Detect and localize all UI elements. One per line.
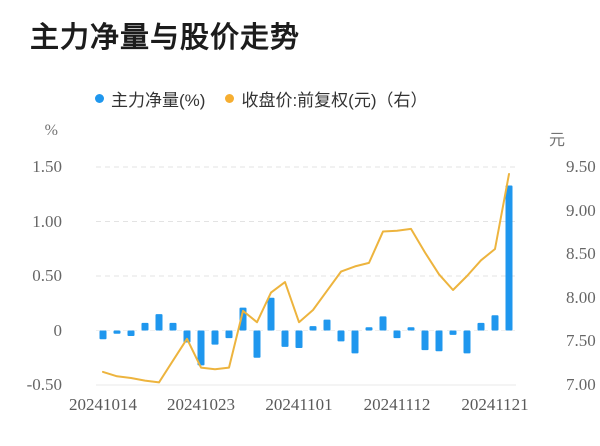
- net-volume-bar: [421, 330, 429, 351]
- net-volume-bar: [197, 330, 205, 366]
- x-axis-date-label: 20241014: [69, 395, 137, 414]
- net-volume-bar: [463, 330, 471, 354]
- left-axis-tick-label: -0.50: [26, 375, 62, 394]
- right-axis-tick-label: 8.00: [566, 287, 596, 307]
- net-volume-bar: [225, 330, 233, 339]
- net-volume-bar: [113, 330, 121, 334]
- net-volume-bar: [323, 319, 331, 331]
- legend-item-main-net-volume[interactable]: 主力净量(%): [95, 86, 205, 111]
- left-axis-tick-label: 1.00: [32, 211, 62, 231]
- net-volume-bar: [99, 330, 107, 340]
- right-axis-tick-label: 9.50: [566, 157, 596, 176]
- left-axis-tick-label: 0: [53, 320, 63, 340]
- net-volume-bar: [267, 297, 275, 331]
- right-axis-tick-label: 9.00: [566, 200, 596, 220]
- right-axis-tick-label: 7.50: [566, 331, 596, 351]
- x-axis-date-label: 20241112: [363, 395, 431, 414]
- net-volume-bar: [253, 330, 261, 358]
- x-axis-date-label: 20241023: [167, 395, 235, 414]
- legend-item-close-price[interactable]: 收盘价:前复权(元)（右）: [225, 86, 428, 111]
- right-axis-tick-label: 8.50: [566, 244, 596, 264]
- net-volume-bar: [449, 330, 457, 335]
- right-axis-unit-label: 元: [549, 132, 566, 149]
- net-volume-bar: [505, 185, 513, 331]
- net-volume-bar: [477, 322, 485, 331]
- net-volume-bar: [141, 322, 149, 331]
- legend-label-close-price: 收盘价:前复权(元)（右）: [241, 91, 428, 110]
- chart-title: 主力净量与股价走势: [30, 22, 301, 54]
- net-volume-bar: [491, 315, 499, 331]
- net-volume-bar: [127, 330, 135, 336]
- left-axis-unit-label: %: [44, 122, 58, 139]
- net-volume-bar: [393, 330, 401, 339]
- net-volume-bar: [435, 330, 443, 352]
- left-axis-tick-label: 1.50: [32, 157, 62, 176]
- legend-yellow-dot-icon: [225, 94, 235, 103]
- net-volume-bar: [211, 330, 219, 345]
- net-volume-bar: [281, 330, 289, 347]
- net-volume-bar: [183, 330, 191, 343]
- close-price-line: [102, 173, 510, 384]
- right-axis-tick-label: 7.00: [566, 375, 596, 394]
- net-volume-bar: [379, 316, 387, 331]
- net-volume-bar: [155, 314, 163, 331]
- net-volume-bar: [295, 330, 303, 348]
- net-volume-bar: [169, 322, 177, 331]
- x-axis-date-label: 20241101: [265, 395, 333, 414]
- legend-label-main-net-volume: 主力净量(%): [111, 91, 206, 110]
- net-volume-bar: [351, 330, 359, 354]
- net-volume-bar: [407, 327, 415, 331]
- net-volume-bar: [337, 330, 345, 342]
- net-volume-bar: [309, 326, 317, 331]
- x-axis-date-label: 20241121: [461, 395, 529, 414]
- net-volume-bar: [365, 327, 373, 331]
- legend-blue-dot-icon: [95, 94, 104, 103]
- left-axis-tick-label: 0.50: [32, 266, 62, 285]
- legend: 主力净量(%) 收盘价:前复权(元)（右）: [95, 86, 428, 111]
